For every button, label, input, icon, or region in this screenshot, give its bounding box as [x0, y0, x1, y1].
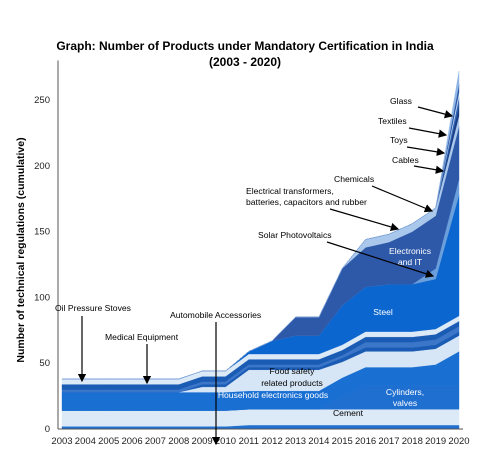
- annotation-label: Electronics: [389, 246, 431, 256]
- annotation-label: Medical Equipment: [105, 332, 179, 342]
- area-series-1: [61, 409, 460, 427]
- y-tick-label: 0: [45, 424, 50, 435]
- annotation-label: valves: [393, 398, 417, 408]
- x-tick-label: 2005: [98, 436, 119, 447]
- x-tick-label: 2008: [168, 436, 189, 447]
- y-tick-label: 150: [34, 227, 50, 238]
- y-tick-label: 100: [34, 292, 50, 303]
- x-tick-label: 2014: [308, 436, 329, 447]
- x-tick-label: 2009: [192, 436, 213, 447]
- chart-subtitle: (2003 - 2020): [209, 55, 281, 69]
- annotation-label: Chemicals: [334, 174, 374, 184]
- x-tick-label: 2006: [121, 436, 142, 447]
- annotation-arrow: [326, 241, 435, 278]
- annotation-label: Textiles: [378, 116, 407, 126]
- annotation-label: Steel: [373, 307, 393, 317]
- x-tick-label: 2013: [285, 436, 306, 447]
- annotation-arrow: [329, 208, 400, 231]
- x-tick-label: 2007: [145, 436, 166, 447]
- y-tick-label: 50: [39, 358, 50, 369]
- x-tick-label: 2010: [215, 436, 236, 447]
- annotation-label: Cement: [333, 408, 364, 418]
- annotation-label: related products: [261, 378, 323, 388]
- annotation-label: Food safety: [270, 366, 316, 376]
- annotation-label: Cables: [392, 155, 419, 165]
- x-tick-label: 2018: [402, 436, 423, 447]
- annotation-arrow: [408, 127, 448, 138]
- x-tick-label: 2020: [448, 436, 469, 447]
- x-tick-label: 2017: [378, 436, 399, 447]
- chart-title: Graph: Number of Products under Mandator…: [56, 39, 434, 53]
- x-tick-label: 2004: [75, 436, 96, 447]
- x-tick-label: 2019: [425, 436, 446, 447]
- annotation-label: Electrical transformers,: [246, 186, 334, 196]
- x-tick-label: 2011: [239, 436, 259, 447]
- annotation-arrow: [371, 185, 434, 213]
- x-tick-label: 2003: [51, 436, 72, 447]
- annotations: Glass Textiles Toys Cables ChemicalsElectric…: [55, 96, 454, 446]
- annotation-label: Oil Pressure Stoves: [55, 303, 131, 313]
- annotation-label: Household electronics goods: [218, 390, 328, 400]
- annotation-label: and IT: [398, 257, 423, 267]
- annotation-label: Cylinders,: [386, 387, 424, 397]
- x-tick-label: 2016: [355, 436, 376, 447]
- annotation-label: batteries, capacitors and rubber: [246, 197, 367, 207]
- annotation-arrow: [406, 146, 446, 156]
- annotation-arrow: [417, 106, 454, 119]
- area-layers: [61, 71, 460, 430]
- annotation-label: Solar Photovoltaics: [258, 230, 332, 240]
- y-axis-label: Number of technical regulations (cumulat…: [15, 137, 27, 362]
- x-tick-label: 2015: [332, 436, 353, 447]
- y-tick-label: 200: [34, 161, 50, 172]
- annotation-arrow: [413, 165, 445, 174]
- y-tick-label: 250: [34, 95, 50, 106]
- annotation-label: Automobile Accessories: [170, 310, 261, 320]
- annotation-label: Toys: [390, 135, 408, 145]
- area-series-17: [62, 71, 460, 380]
- x-tick-label: 2012: [262, 436, 283, 447]
- annotation-label: Glass: [390, 96, 412, 106]
